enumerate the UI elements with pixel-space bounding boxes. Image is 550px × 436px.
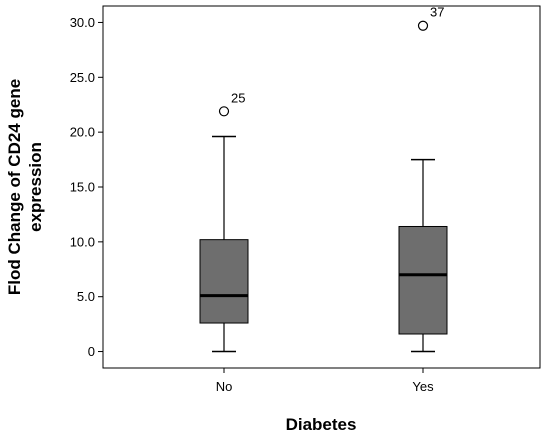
- outlier-label: 25: [231, 90, 245, 105]
- y-axis-title: Flod Change of CD24 gene expression: [5, 79, 45, 295]
- y-tick-label: 25.0: [70, 70, 95, 85]
- x-axis: No Yes: [216, 368, 434, 394]
- plot-frame: [102, 5, 541, 369]
- boxes: 25 37: [199, 5, 448, 353]
- y-axis: 0 5.0 10.0 15.0 20.0 25.0 30.0: [70, 15, 103, 359]
- y-tick-label: 10.0: [70, 234, 95, 249]
- box-yes: 37: [398, 5, 448, 353]
- y-axis-title-line: Flod Change of CD24 gene: [5, 79, 24, 295]
- y-tick-label: 5.0: [77, 289, 95, 304]
- x-tick-label: No: [216, 379, 233, 394]
- y-tick-label: 15.0: [70, 180, 95, 195]
- iqr-box: [398, 225, 448, 335]
- x-tick-label: Yes: [412, 379, 434, 394]
- box-no: 25: [199, 90, 249, 353]
- outlier-point: [218, 106, 230, 117]
- y-axis-title-line: expression: [26, 142, 45, 232]
- iqr-box: [199, 239, 249, 324]
- x-axis-title: Diabetes: [286, 415, 357, 434]
- y-tick-label: 0: [88, 344, 95, 359]
- y-tick-label: 20.0: [70, 125, 95, 140]
- y-tick-label: 30.0: [70, 15, 95, 30]
- outlier-point: [417, 20, 429, 31]
- outlier-label: 37: [430, 5, 444, 20]
